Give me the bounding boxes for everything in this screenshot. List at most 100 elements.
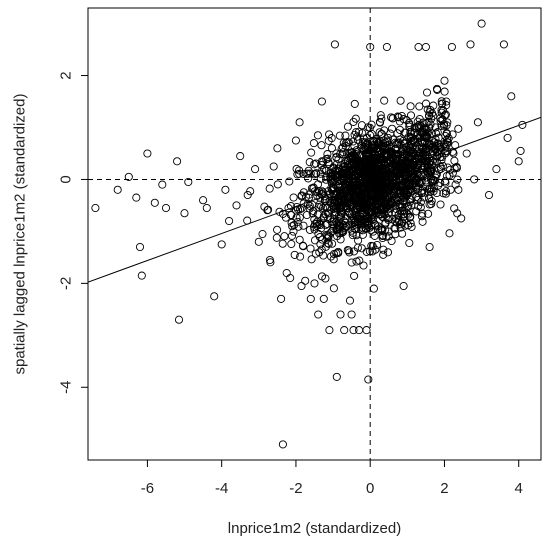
data-point: [443, 147, 452, 156]
data-point: [382, 167, 391, 176]
data-point: [503, 133, 512, 142]
data-point: [330, 40, 339, 49]
data-point: [333, 196, 342, 205]
data-point: [327, 144, 336, 153]
data-point: [295, 169, 304, 178]
data-point: [319, 213, 328, 222]
data-point: [275, 207, 284, 216]
data-point: [381, 219, 390, 228]
data-point: [439, 121, 449, 130]
data-point: [236, 152, 245, 161]
data-point: [393, 129, 402, 138]
points-layer: [91, 19, 527, 449]
data-point: [370, 231, 379, 240]
data-point: [291, 136, 300, 145]
data-point: [406, 219, 415, 228]
data-point: [349, 326, 358, 335]
data-point: [336, 161, 346, 170]
y-axis-title: spatially lagged lnprice1m2 (standardize…: [12, 94, 29, 375]
data-point: [441, 187, 451, 196]
data-point: [431, 129, 441, 138]
data-point: [173, 157, 182, 166]
data-point: [378, 212, 387, 221]
data-point: [373, 169, 382, 179]
data-point: [436, 114, 445, 123]
data-point: [313, 180, 323, 189]
data-point: [414, 193, 423, 202]
data-point: [440, 139, 449, 148]
data-point: [442, 171, 451, 181]
data-point: [353, 243, 362, 252]
data-point: [445, 229, 454, 238]
data-point: [340, 326, 349, 335]
data-point: [364, 160, 373, 169]
data-point: [305, 158, 314, 167]
data-point: [422, 154, 432, 163]
regression-line: [88, 116, 541, 283]
data-point: [388, 199, 397, 208]
data-point: [399, 136, 408, 145]
data-point: [379, 139, 388, 148]
data-point: [317, 97, 326, 106]
data-point: [401, 186, 410, 195]
data-point: [425, 108, 434, 117]
data-point: [450, 156, 459, 165]
data-point: [345, 296, 355, 305]
data-point: [347, 310, 356, 319]
data-point: [289, 227, 298, 236]
data-point: [341, 131, 350, 140]
data-point: [350, 224, 360, 233]
data-point: [280, 232, 289, 241]
data-point: [295, 213, 304, 222]
data-point: [454, 124, 463, 133]
data-point: [299, 188, 308, 197]
data-point: [313, 131, 322, 140]
data-point: [383, 248, 393, 257]
data-point: [349, 117, 358, 126]
data-point: [372, 204, 382, 213]
data-point: [361, 142, 370, 151]
data-point: [412, 123, 421, 132]
data-point: [328, 226, 337, 235]
data-point: [272, 233, 281, 242]
data-point: [414, 177, 423, 187]
data-point: [332, 218, 341, 227]
data-point: [314, 310, 323, 319]
data-point: [269, 162, 278, 171]
data-point: [446, 185, 455, 194]
data-point: [353, 135, 362, 144]
data-point: [352, 165, 361, 174]
data-point: [323, 219, 332, 228]
data-point: [323, 150, 332, 159]
data-point: [418, 209, 427, 218]
data-point: [325, 197, 334, 206]
data-point: [304, 174, 313, 183]
data-point: [150, 198, 159, 207]
data-point: [402, 115, 411, 125]
data-point: [395, 172, 404, 181]
data-point: [366, 226, 376, 235]
data-point: [295, 118, 304, 127]
data-point: [143, 149, 152, 158]
data-point: [372, 155, 381, 164]
data-point: [310, 279, 319, 288]
data-point: [383, 214, 392, 223]
data-point: [449, 149, 458, 158]
data-point: [345, 248, 354, 257]
data-point: [135, 242, 145, 252]
data-point: [379, 150, 388, 159]
data-point: [260, 202, 269, 211]
data-point: [425, 242, 434, 252]
data-point: [382, 42, 391, 52]
data-point: [158, 180, 167, 189]
data-point: [320, 192, 329, 201]
data-point: [290, 220, 299, 230]
data-point: [413, 117, 422, 126]
data-point: [184, 177, 193, 187]
data-point: [377, 114, 386, 123]
data-point: [378, 231, 387, 241]
data-point: [414, 42, 423, 52]
data-point: [258, 229, 267, 239]
data-point: [418, 186, 427, 195]
